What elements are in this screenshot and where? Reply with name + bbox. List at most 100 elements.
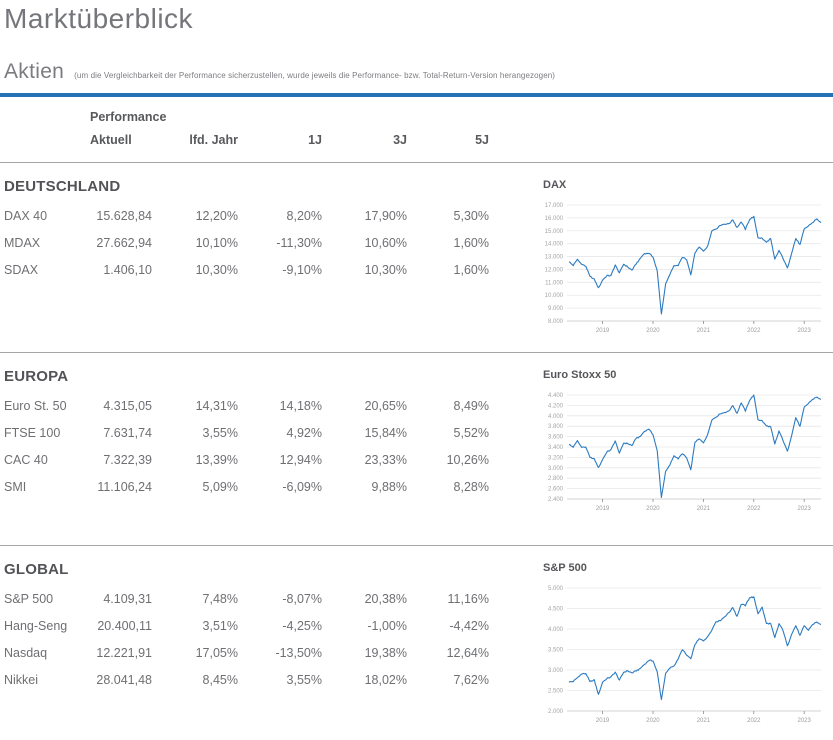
index-line-chart: 4.400 4.200 4.000 3.800 3.600 3.400 3.200 3.000… bbox=[548, 393, 822, 512]
chart-tick-label: 12.000 bbox=[545, 268, 564, 274]
section-divider bbox=[0, 352, 833, 354]
chart-series-line bbox=[568, 596, 822, 701]
value-1j: 14,18% bbox=[279, 399, 322, 414]
section-divider bbox=[0, 545, 833, 547]
value-5j: -4,42% bbox=[449, 619, 489, 634]
chart-tick-label: 11.000 bbox=[545, 281, 564, 287]
chart-tick-label: 2.600 bbox=[548, 487, 564, 493]
chart-tick-label: 3.400 bbox=[548, 445, 564, 451]
section-title: EUROPA bbox=[4, 368, 69, 386]
section-title: DEUTSCHLAND bbox=[4, 178, 121, 196]
column-header-1j: 1J bbox=[308, 133, 322, 148]
value-lfd-jahr: 17,05% bbox=[195, 646, 238, 661]
chart-tick-label: 4.000 bbox=[548, 414, 564, 420]
value-5j: 5,52% bbox=[453, 426, 489, 441]
section-subtitle-aktien: Aktien bbox=[4, 60, 65, 84]
table-row: DAX 40 15.628,84 12,20% 8,20% 17,90% 5,3… bbox=[4, 203, 541, 230]
value-5j: 8,28% bbox=[453, 480, 489, 495]
index-name: MDAX bbox=[4, 236, 41, 251]
table-row: SMI 11.106,24 5,09% -6,09% 9,88% 8,28% bbox=[4, 474, 541, 501]
chart-tick-label: 17.000 bbox=[545, 203, 564, 209]
table-row: Hang-Seng 20.400,11 3,51% -4,25% -1,00% … bbox=[4, 613, 541, 640]
column-header-3j: 3J bbox=[393, 133, 407, 148]
chart-tick-label: 2022 bbox=[747, 718, 761, 724]
section-body: EUROPA Euro St. 50 4.315,05 14,31% 14,18… bbox=[0, 353, 833, 515]
value-aktuell: 20.400,11 bbox=[97, 619, 152, 634]
value-lfd-jahr: 8,45% bbox=[202, 673, 238, 688]
chart-tick-label: 2021 bbox=[697, 718, 711, 724]
value-aktuell: 11.106,24 bbox=[97, 480, 152, 495]
value-1j: -9,10% bbox=[282, 263, 322, 278]
value-1j: 12,94% bbox=[279, 453, 322, 468]
value-5j: 7,62% bbox=[453, 673, 489, 688]
section-table: GLOBAL S&P 500 4.109,31 7,48% -8,07% 20,… bbox=[0, 546, 541, 727]
table-column-headers: Aktuell lfd. Jahr 1J 3J 5J bbox=[90, 133, 833, 147]
chart-title: S&P 500 bbox=[543, 562, 587, 575]
subtitle-row: Aktien (um die Vergleichbarkeit der Perf… bbox=[4, 60, 833, 84]
chart-series-line bbox=[568, 215, 822, 315]
value-aktuell: 7.322,39 bbox=[103, 453, 152, 468]
chart-tick-label: 2.800 bbox=[548, 476, 564, 482]
index-name: Nikkei bbox=[4, 673, 39, 688]
chart-tick-label: 8.000 bbox=[548, 319, 564, 325]
table-row: MDAX 27.662,94 10,10% -11,30% 10,60% 1,6… bbox=[4, 230, 541, 257]
value-aktuell: 4.315,05 bbox=[103, 399, 152, 414]
chart-tick-label: 2019 bbox=[596, 506, 610, 512]
value-lfd-jahr: 12,20% bbox=[195, 209, 238, 224]
chart-tick-label: 4.400 bbox=[548, 393, 564, 399]
section-chart: S&P 500 5.000 4.500 4.000 3.500 3.000 2.500 2.… bbox=[541, 546, 824, 727]
value-3j: 10,60% bbox=[364, 236, 407, 251]
value-aktuell: 27.662,94 bbox=[96, 236, 152, 251]
chart-tick-label: 2.400 bbox=[548, 497, 564, 503]
chart-title: DAX bbox=[543, 179, 567, 192]
value-5j: 5,30% bbox=[453, 209, 489, 224]
value-3j: 19,38% bbox=[364, 646, 407, 661]
chart-tick-label: 2023 bbox=[798, 506, 812, 512]
chart-tick-label: 4.200 bbox=[548, 404, 564, 410]
chart-tick-label: 3.800 bbox=[548, 424, 564, 430]
value-3j: 20,38% bbox=[364, 592, 407, 607]
table-row: CAC 40 7.322,39 13,39% 12,94% 23,33% 10,… bbox=[4, 447, 541, 474]
value-5j: 12,64% bbox=[446, 646, 489, 661]
section-table: EUROPA Euro St. 50 4.315,05 14,31% 14,18… bbox=[0, 353, 541, 515]
column-header-5j: 5J bbox=[475, 133, 489, 148]
chart-tick-label: 2023 bbox=[798, 328, 812, 334]
value-3j: 9,88% bbox=[371, 480, 407, 495]
value-5j: 10,26% bbox=[446, 453, 489, 468]
value-3j: -1,00% bbox=[367, 619, 407, 634]
value-5j: 1,60% bbox=[453, 236, 489, 251]
value-5j: 11,16% bbox=[447, 592, 489, 607]
value-aktuell: 12.221,91 bbox=[96, 646, 152, 661]
section-title: GLOBAL bbox=[4, 561, 69, 579]
chart-tick-label: 10.000 bbox=[545, 293, 564, 299]
value-aktuell: 4.109,31 bbox=[103, 592, 152, 607]
chart-tick-label: 3.600 bbox=[548, 435, 564, 441]
section-body: GLOBAL S&P 500 4.109,31 7,48% -8,07% 20,… bbox=[0, 546, 833, 727]
section-chart: DAX 17.000 16.000 15.000 14.000 13.000 12.000… bbox=[541, 163, 824, 337]
section-rows: S&P 500 4.109,31 7,48% -8,07% 20,38% 11,… bbox=[4, 586, 541, 694]
value-3j: 15,84% bbox=[364, 426, 407, 441]
value-lfd-jahr: 13,39% bbox=[195, 453, 238, 468]
value-3j: 17,90% bbox=[364, 209, 407, 224]
chart-tick-label: 3.200 bbox=[548, 456, 564, 462]
value-1j: 4,92% bbox=[286, 426, 322, 441]
table-row: SDAX 1.406,10 10,30% -9,10% 10,30% 1,60% bbox=[4, 257, 541, 284]
value-lfd-jahr: 14,31% bbox=[195, 399, 238, 414]
chart-tick-label: 15.000 bbox=[545, 229, 564, 235]
chart-tick-label: 2021 bbox=[697, 506, 711, 512]
section-table: DEUTSCHLAND DAX 40 15.628,84 12,20% 8,20… bbox=[0, 163, 541, 337]
page-title: Marktüberblick bbox=[4, 3, 194, 34]
subtitle-note: (um die Vergleichbarkeit der Performance… bbox=[74, 71, 556, 81]
index-line-chart: 5.000 4.500 4.000 3.500 3.000 2.500 2.000 2019 2… bbox=[548, 586, 822, 724]
value-aktuell: 1.406,10 bbox=[103, 263, 152, 278]
chart-tick-label: 16.000 bbox=[545, 216, 564, 222]
chart-tick-label: 4.500 bbox=[548, 607, 564, 613]
performance-header-label: Performance bbox=[90, 110, 167, 125]
chart-tick-label: 2019 bbox=[596, 328, 610, 334]
section-rows: DAX 40 15.628,84 12,20% 8,20% 17,90% 5,3… bbox=[4, 203, 541, 284]
chart-tick-label: 2019 bbox=[596, 718, 610, 724]
section-rows: Euro St. 50 4.315,05 14,31% 14,18% 20,65… bbox=[4, 393, 541, 501]
index-name: Nasdaq bbox=[4, 646, 48, 661]
value-lfd-jahr: 10,30% bbox=[195, 263, 238, 278]
